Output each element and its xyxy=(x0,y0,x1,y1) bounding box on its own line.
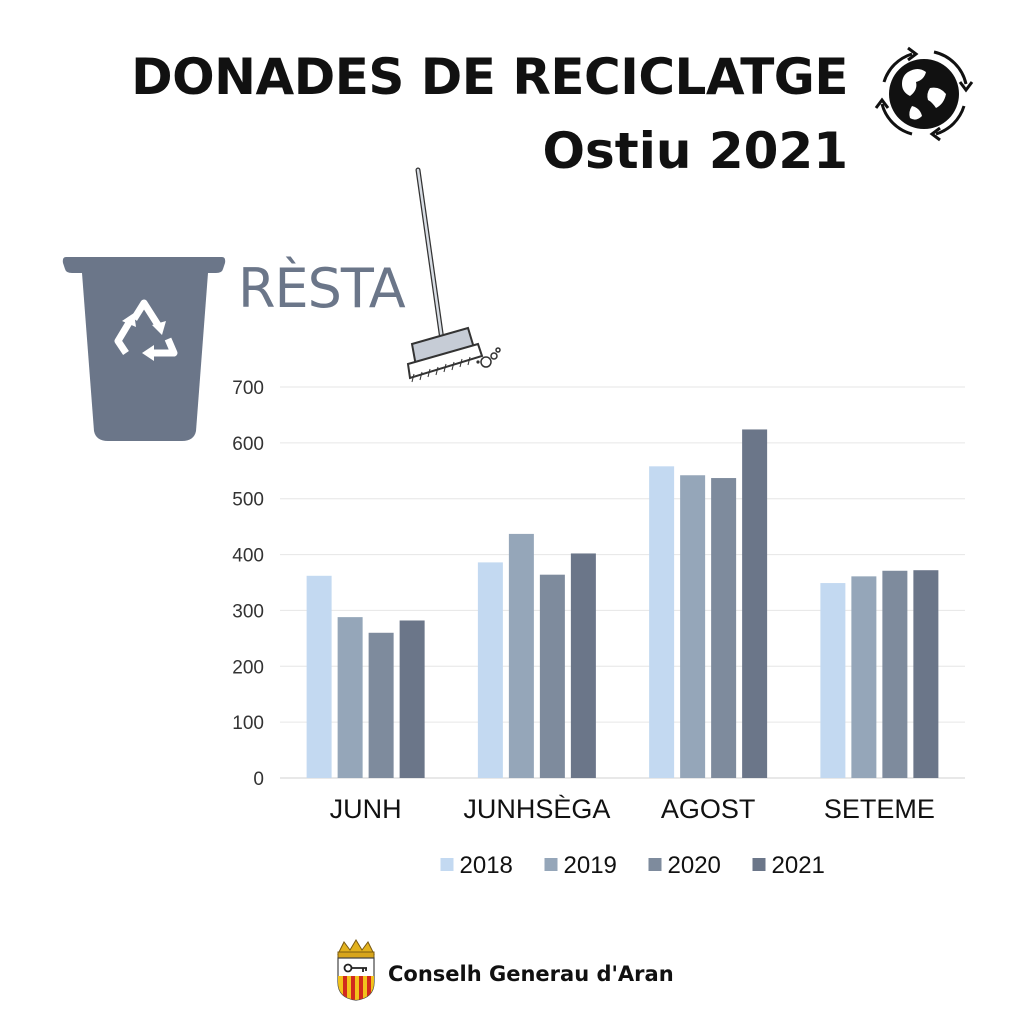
y-tick-label: 0 xyxy=(253,769,264,790)
y-tick-label: 500 xyxy=(232,490,264,511)
footer-organization: Conselh Generau d'Aran xyxy=(388,962,674,986)
bar-chart: 0 100 200 300 400 500 600 700 JUNH JUNHSÈGA AGOST S… xyxy=(232,378,965,879)
coat-of-arms-icon xyxy=(337,939,375,1001)
bar-2019 xyxy=(680,475,706,778)
bar-2018 xyxy=(477,562,503,778)
bar-2019 xyxy=(851,576,877,778)
x-category-label: SETEME xyxy=(824,794,935,824)
bar-2018 xyxy=(306,575,332,778)
category-title: RÈSTA xyxy=(238,257,406,320)
bar-2018 xyxy=(649,466,675,778)
y-tick-label: 300 xyxy=(232,601,264,622)
bar-2021 xyxy=(913,570,939,778)
legend-swatch xyxy=(544,858,558,871)
bar-2018 xyxy=(820,583,846,778)
recycle-bin-icon xyxy=(62,257,226,441)
x-category-label: AGOST xyxy=(661,794,756,824)
bar-2020 xyxy=(882,570,908,778)
bar-2021 xyxy=(399,620,425,778)
y-tick-label: 400 xyxy=(232,546,264,567)
globe-recycle-icon xyxy=(874,46,974,142)
legend-label: 2019 xyxy=(564,852,617,879)
bar-2019 xyxy=(337,617,363,778)
legend-label: 2018 xyxy=(460,852,513,879)
legend-swatch xyxy=(648,858,662,871)
legend-swatch xyxy=(440,858,454,871)
legend-swatch xyxy=(752,858,766,871)
bar-2021 xyxy=(570,553,596,778)
bar-2020 xyxy=(539,574,565,778)
y-tick-label: 700 xyxy=(232,378,264,399)
bar-2020 xyxy=(368,632,394,778)
x-category-label: JUNH xyxy=(330,794,402,824)
bar-2021 xyxy=(742,429,768,778)
page-subtitle: Ostiu 2021 xyxy=(542,122,848,180)
y-tick-label: 100 xyxy=(232,713,264,734)
legend-label: 2020 xyxy=(668,852,721,879)
bar-2020 xyxy=(711,478,737,778)
y-tick-label: 600 xyxy=(232,434,264,455)
x-category-label: JUNHSÈGA xyxy=(463,794,610,824)
legend-label: 2021 xyxy=(772,852,825,879)
bar-2019 xyxy=(508,533,534,778)
page-title: DONADES DE RECICLATGE xyxy=(131,48,848,106)
broom-icon xyxy=(406,167,501,383)
y-tick-label: 200 xyxy=(232,657,264,678)
